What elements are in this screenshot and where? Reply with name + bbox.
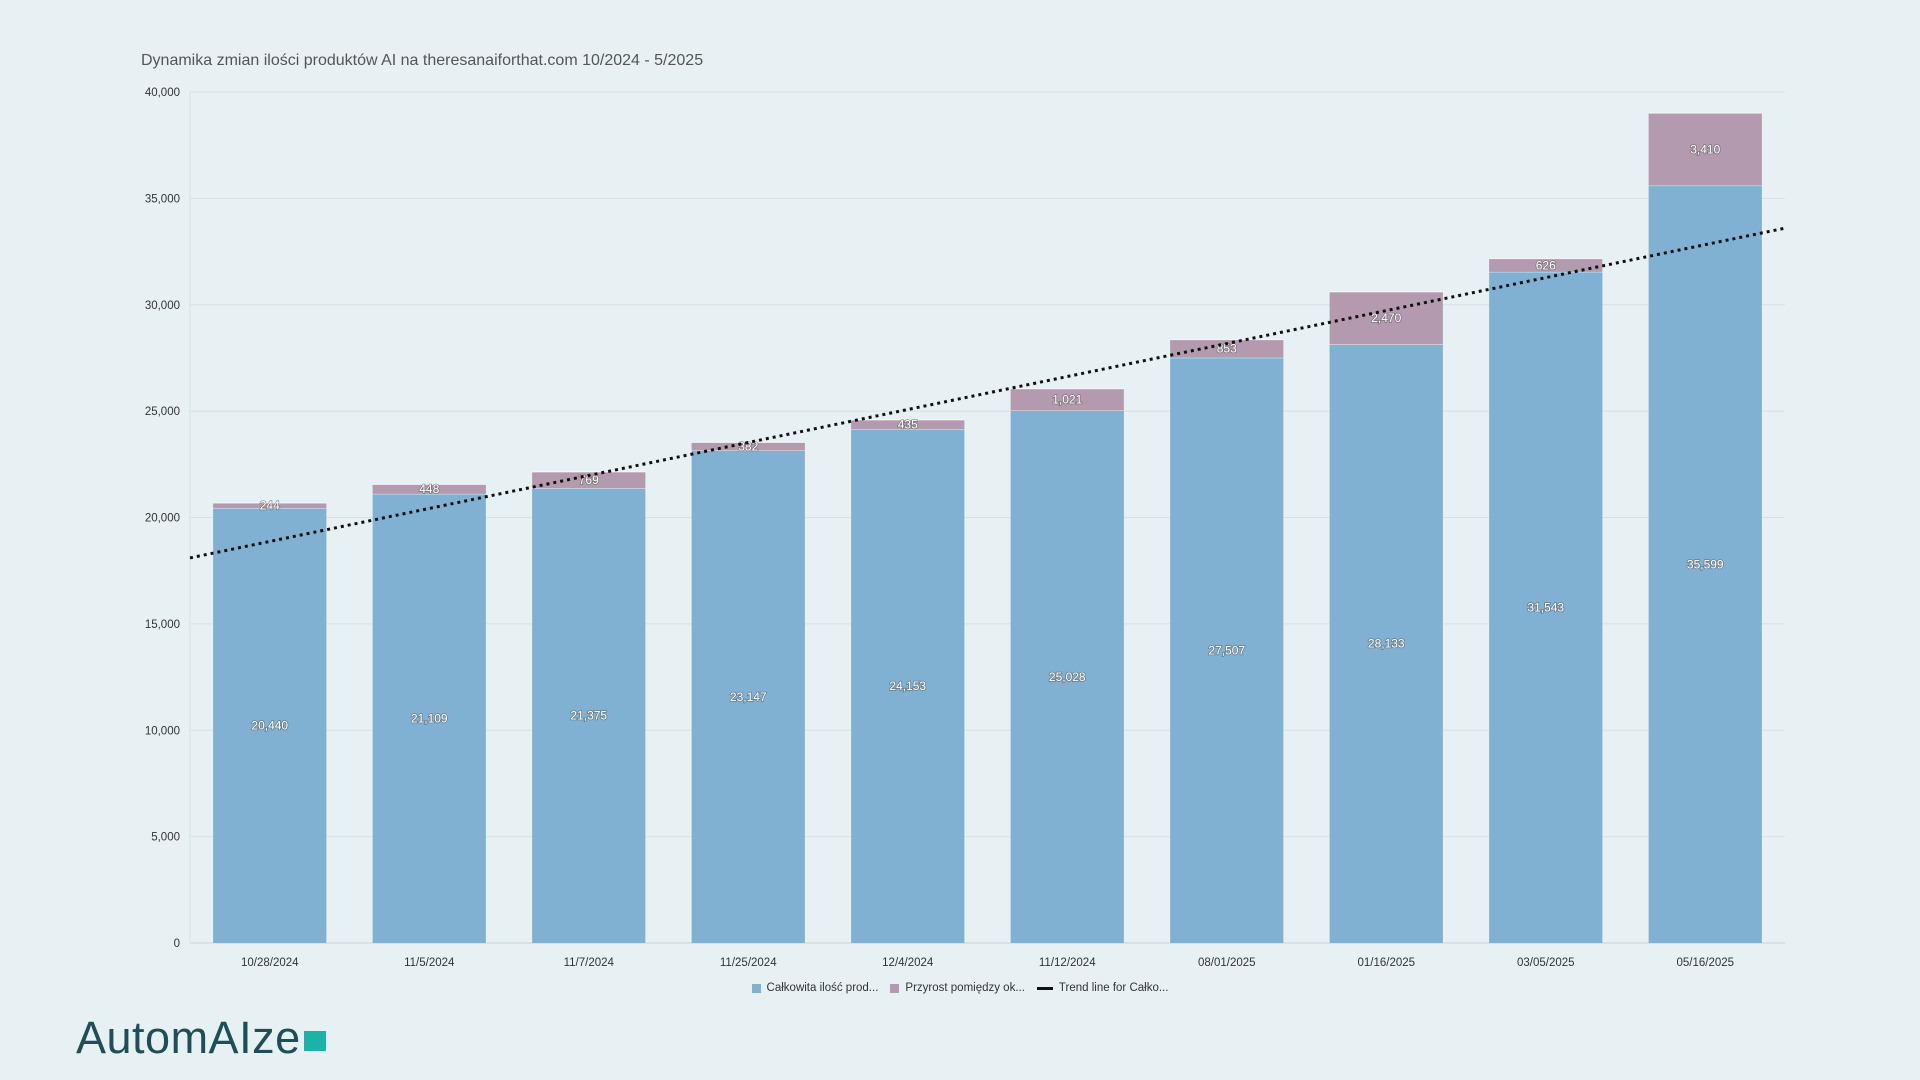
bar-total (532, 488, 646, 943)
y-tick-label: 20,000 (145, 513, 180, 525)
bar-increase (1170, 339, 1284, 358)
data-labels: 20,44024421,10944821,37576923,14738224,1… (251, 142, 1725, 734)
data-label: 435 (898, 418, 918, 432)
bar-increase (1648, 113, 1762, 186)
data-label: 25,028 (1049, 670, 1086, 684)
logo-text: AutomAIze (76, 1012, 301, 1063)
bar-increase (851, 419, 965, 430)
legend-swatch-increase (890, 983, 900, 993)
legend-swatch-trendline (1036, 986, 1053, 990)
bar-total (691, 450, 805, 943)
x-tick-label: 08/01/2025 (1198, 957, 1256, 969)
bar-total (851, 429, 965, 944)
bar-increase (1010, 388, 1124, 411)
data-label: 244 (260, 499, 280, 513)
legend-item-increase[interactable]: Przyrost pomiędzy ok... (890, 982, 1025, 994)
data-label: 1,021 (1052, 393, 1082, 407)
legend-label-total: Całkowita ilość prod... (766, 982, 879, 994)
bar-increase (372, 484, 486, 494)
data-label: 3,410 (1690, 142, 1720, 156)
data-label: 35,599 (1687, 557, 1724, 571)
data-label: 31,543 (1527, 600, 1564, 614)
y-tick-label: 25,000 (145, 406, 180, 418)
logo-square-icon (303, 1031, 326, 1051)
y-tick-label: 40,000 (145, 87, 180, 99)
bar-total (1010, 410, 1124, 943)
bar-total (1489, 271, 1603, 943)
y-tick-label: 35,000 (145, 193, 180, 205)
legend-swatch-total (751, 983, 761, 993)
x-tick-label: 11/5/2024 (404, 957, 455, 969)
legend-item-trendline[interactable]: Trend line for Całko... (1036, 982, 1169, 994)
data-label: 21,109 (411, 711, 448, 725)
data-label: 24,153 (889, 679, 926, 693)
x-tick-label: 10/28/2024 (241, 957, 299, 969)
trend-line-path (189, 226, 1786, 560)
bar-total (372, 493, 486, 943)
x-tick-label: 11/25/2024 (720, 957, 777, 969)
y-tick-label: 15,000 (145, 619, 180, 631)
bar-increase (213, 502, 327, 509)
y-tick-label: 5,000 (151, 832, 180, 844)
bar-total (1329, 344, 1443, 943)
x-tick-label: 03/05/2025 (1517, 957, 1575, 969)
bars (213, 112, 1762, 944)
legend-item-total[interactable]: Całkowita ilość prod... (751, 982, 879, 994)
y-tick-label: 10,000 (145, 725, 180, 737)
y-tick-label: 30,000 (145, 300, 180, 312)
y-tick-label: 0 (174, 938, 180, 950)
bar-total (1648, 185, 1762, 943)
data-label: 853 (1217, 342, 1237, 356)
data-label: 2,470 (1371, 311, 1401, 325)
legend: Całkowita ilość prod... Przyrost pomiędz… (0, 982, 1920, 994)
x-tick-label: 11/7/2024 (564, 957, 615, 969)
data-label: 28,133 (1368, 637, 1405, 651)
data-label: 448 (419, 482, 439, 496)
x-axis: 10/28/2024 11/5/2024 11/7/2024 11/25/2024 12… (241, 957, 1734, 969)
data-label: 626 (1536, 258, 1556, 272)
data-label: 23,147 (730, 690, 767, 704)
bar-increase (691, 442, 805, 451)
data-label: 382 (738, 439, 758, 453)
trend-line (189, 226, 1786, 560)
data-label: 21,375 (570, 709, 607, 723)
bar-increase (532, 471, 646, 489)
data-label: 27,507 (1208, 643, 1245, 657)
bar-total (1170, 357, 1284, 943)
brand-logo: AutomAIze (76, 1012, 326, 1064)
y-axis: 0 5,000 10,000 15,000 20,000 25,000 30,000 35,0… (145, 87, 180, 950)
legend-label-trendline: Trend line for Całko... (1058, 982, 1169, 994)
chart-title: Dynamika zmian ilości produktów AI na th… (141, 52, 704, 69)
x-tick-label: 01/16/2025 (1357, 957, 1415, 969)
data-label: 20,440 (251, 719, 288, 733)
x-tick-label: 05/16/2025 (1676, 957, 1734, 969)
legend-label-increase: Przyrost pomiędzy ok... (905, 982, 1025, 994)
bar-total (213, 508, 327, 943)
x-tick-label: 11/12/2024 (1039, 957, 1096, 969)
bar-increase (1489, 258, 1603, 272)
x-tick-label: 12/4/2024 (882, 957, 934, 969)
